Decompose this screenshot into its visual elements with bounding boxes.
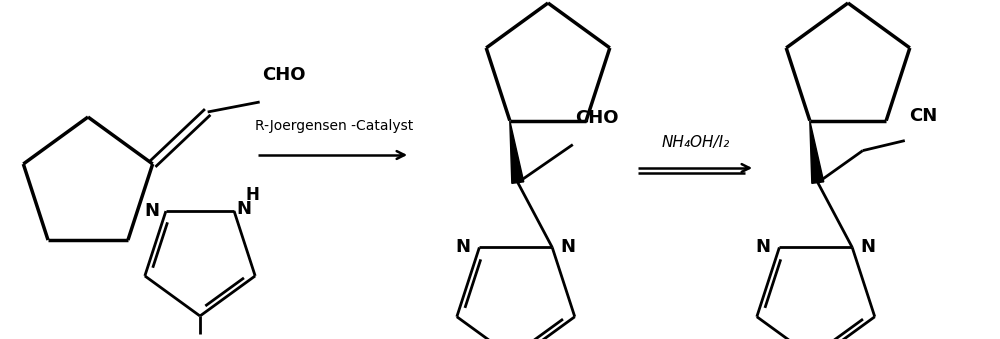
Text: CN: CN: [909, 106, 937, 125]
Polygon shape: [810, 121, 824, 183]
Text: N: N: [561, 238, 576, 256]
Text: N: N: [237, 200, 252, 218]
Text: N: N: [456, 238, 471, 256]
Text: N: N: [144, 202, 159, 220]
Text: R-Joergensen -Catalyst: R-Joergensen -Catalyst: [255, 119, 413, 133]
Text: CHO: CHO: [262, 66, 305, 84]
Text: N: N: [861, 238, 876, 256]
Text: N: N: [756, 238, 771, 256]
Text: H: H: [245, 186, 259, 204]
Polygon shape: [510, 121, 524, 183]
Text: NH₄OH/I₂: NH₄OH/I₂: [662, 135, 730, 150]
Text: CHO: CHO: [575, 108, 618, 126]
